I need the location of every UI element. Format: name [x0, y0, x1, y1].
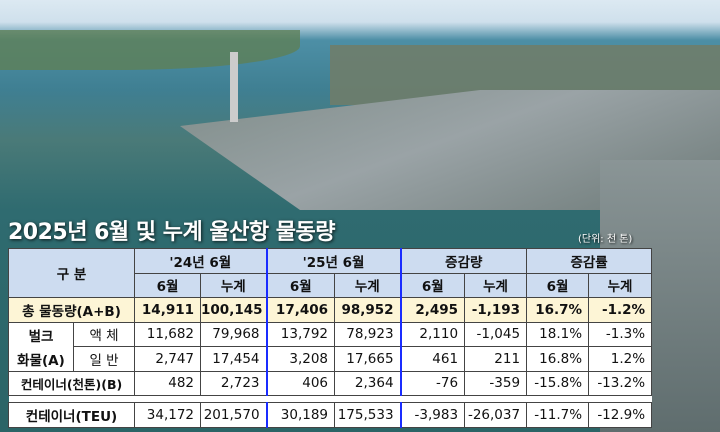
row-group-label: 화물(A)	[8, 346, 74, 372]
table-row-bulk-general: 화물(A) 일 반 2,747 17,454 3,208 17,665 461 …	[8, 346, 653, 372]
cell: 16.8%	[526, 346, 590, 372]
row-label: 컨테이너(천톤)(B)	[7, 370, 136, 396]
sub-header-cumulative: 누계	[588, 272, 653, 298]
cell: 79,968	[200, 321, 268, 347]
sub-header-cumulative: 누계	[464, 272, 528, 298]
cell: 14,911	[134, 297, 202, 323]
cell: 2,364	[334, 370, 402, 396]
cell: 78,923	[334, 321, 402, 347]
cell: 2,110	[400, 321, 466, 347]
cell: -13.2%	[588, 370, 653, 396]
row-sublabel: 일 반	[72, 346, 136, 372]
cargo-volume-table: 구 분 '24년 6월 '25년 6월 증감량 증감률 6월 누계 6월 누계 …	[7, 248, 653, 428]
cell: 201,570	[200, 402, 268, 428]
row-label: 컨테이너(TEU)	[7, 402, 136, 428]
cell: 18.1%	[526, 321, 590, 347]
cell: -12.9%	[588, 402, 653, 428]
cell: -3,983	[400, 402, 466, 428]
cell: 16.7%	[526, 297, 590, 323]
cell: 98,952	[334, 297, 402, 323]
spacer-row	[8, 395, 652, 403]
cell: 17,665	[334, 346, 402, 372]
cell: 100,145	[200, 297, 268, 323]
cell: -76	[400, 370, 466, 396]
cell: 34,172	[134, 402, 202, 428]
unit-label: (단위: 천 톤)	[578, 234, 633, 245]
period-header-2024: '24년 6월	[134, 248, 268, 274]
cell: -15.8%	[526, 370, 590, 396]
cell: 17,454	[200, 346, 268, 372]
row-sublabel: 액 체	[72, 321, 136, 347]
sub-header-month: 6월	[526, 272, 590, 298]
cell: -1,045	[464, 321, 528, 347]
cell: -11.7%	[526, 402, 590, 428]
cell: 211	[464, 346, 528, 372]
sub-header-month: 6월	[400, 272, 466, 298]
cell: 11,682	[134, 321, 202, 347]
sub-header-month: 6월	[266, 272, 336, 298]
spacer	[8, 395, 652, 403]
table-row-bulk-liquid: 벌크 액 체 11,682 79,968 13,792 78,923 2,110…	[8, 321, 653, 347]
sub-header-cumulative: 누계	[200, 272, 268, 298]
change-rate-header: 증감률	[526, 248, 653, 274]
table-row-container-teu: 컨테이너(TEU) 34,172 201,570 30,189 175,533 …	[7, 402, 653, 428]
cell: -1.3%	[588, 321, 653, 347]
page-title: 2025년 6월 및 누계 울산항 물동량	[8, 220, 335, 245]
table-row-container-ton: 컨테이너(천톤)(B) 482 2,723 406 2,364 -76 -359…	[7, 370, 653, 396]
sub-header-month: 6월	[134, 272, 202, 298]
row-label: 총 물동량(A+B)	[7, 297, 136, 323]
category-header: 구 분	[7, 248, 136, 298]
cell: 406	[266, 370, 336, 396]
cell: 1.2%	[588, 346, 653, 372]
cell: 2,747	[134, 346, 202, 372]
cell: 3,208	[266, 346, 336, 372]
cell: 13,792	[266, 321, 336, 347]
cell: -1,193	[464, 297, 528, 323]
cell: 2,495	[400, 297, 466, 323]
change-amount-header: 증감량	[400, 248, 528, 274]
sub-header-cumulative: 누계	[334, 272, 402, 298]
cell: 175,533	[334, 402, 402, 428]
table-row-total: 총 물동량(A+B) 14,911 100,145 17,406 98,952 …	[7, 297, 653, 323]
cell: 461	[400, 346, 466, 372]
cell: 30,189	[266, 402, 336, 428]
cell: 2,723	[200, 370, 268, 396]
cell: -26,037	[464, 402, 528, 428]
row-group-label: 벌크	[8, 321, 74, 347]
cell: 482	[134, 370, 202, 396]
cell: -1.2%	[588, 297, 653, 323]
cell: 17,406	[266, 297, 336, 323]
period-header-2025: '25년 6월	[266, 248, 402, 274]
cell: -359	[464, 370, 528, 396]
